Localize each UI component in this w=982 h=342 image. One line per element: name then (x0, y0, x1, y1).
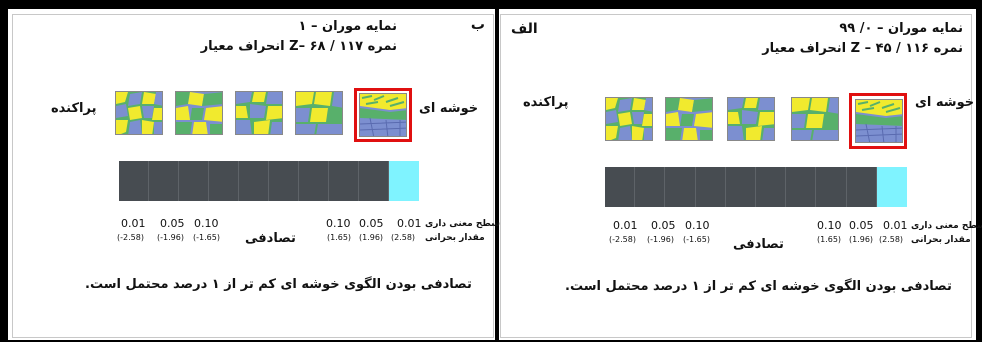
panel-divider (495, 9, 499, 340)
crit-pos-258: (2.58) (391, 233, 416, 242)
bar-segment (605, 167, 636, 207)
bar-segment (695, 167, 726, 207)
sig-neg-001: 0.01 (613, 219, 638, 232)
sig-neg-005: 0.05 (160, 217, 185, 230)
significance-label: سطح معنی داری (425, 219, 500, 229)
bar-segment (786, 167, 817, 207)
bar-segment (209, 161, 239, 201)
panel-letter: ب (470, 17, 485, 33)
bar-segment (816, 167, 847, 207)
panel-b: ب نمایه موران – ۱ نمره Z– ۶۸ / ۱۱۷ انحرا… (12, 14, 500, 338)
pole-dispersed: پراکنده (51, 101, 97, 116)
clustered-highlight (354, 88, 412, 142)
pattern-tile-2 (175, 91, 223, 135)
bar-segment (359, 161, 389, 201)
critical-value-label: مقدار بحرانی (425, 233, 485, 243)
pattern-tile-4 (791, 97, 839, 141)
pole-dispersed: پراکنده (523, 95, 569, 110)
bar-segment (149, 161, 179, 201)
sig-pos-005: 0.05 (849, 219, 874, 232)
significance-bar (605, 167, 907, 207)
bar-segment (329, 161, 359, 201)
crit-neg-258: (-2.58) (117, 233, 144, 242)
pattern-tile-dispersed (605, 97, 653, 141)
bar-segment-active (876, 167, 907, 207)
clustered-highlight (849, 93, 907, 149)
sig-pos-001: 0.01 (883, 219, 908, 232)
panel-letter: الف (511, 21, 538, 37)
sig-pos-001: 0.01 (397, 217, 422, 230)
moran-index: نمایه موران – ۰/ ۹۹ (839, 21, 963, 36)
bar-segment (846, 167, 877, 207)
bar-segment (119, 161, 149, 201)
sig-neg-010: 0.10 (685, 219, 710, 232)
bar-segment (755, 167, 787, 207)
sig-pos-010: 0.10 (817, 219, 842, 232)
random-label: تصادفی (733, 237, 784, 252)
random-label: تصادفی (245, 231, 296, 246)
crit-pos-165: (1.65) (327, 233, 352, 242)
bar-segment (725, 167, 756, 207)
conclusion-text: تصادفی بودن الگوی خوشه ای کم تر از ۱ درص… (85, 277, 472, 292)
bar-segment-active (389, 161, 419, 201)
moran-index: نمایه موران – ۱ (298, 19, 398, 34)
crit-pos-165: (1.65) (817, 235, 842, 244)
crit-pos-196: (1.96) (359, 233, 384, 242)
crit-neg-165: (-1.65) (683, 235, 710, 244)
bar-segment (239, 161, 269, 201)
significance-bar (119, 161, 419, 201)
pole-clustered: خوشه ای (419, 101, 479, 116)
bar-segment (635, 167, 666, 207)
pattern-tile-2 (665, 97, 713, 141)
pattern-tile-dispersed (115, 91, 163, 135)
pattern-tile-clustered (359, 93, 407, 137)
bar-segment (179, 161, 209, 201)
bar-segment (665, 167, 696, 207)
crit-neg-258: (-2.58) (609, 235, 636, 244)
critical-value-label: مقدار بحرانی (911, 235, 971, 245)
pole-clustered: خوشه ای (915, 95, 975, 110)
crit-pos-196: (1.96) (849, 235, 874, 244)
pattern-tile-random (727, 97, 775, 141)
crit-neg-165: (-1.65) (193, 233, 220, 242)
bar-segment (299, 161, 329, 201)
sig-neg-005: 0.05 (651, 219, 676, 232)
pattern-tile-random (235, 91, 283, 135)
sig-neg-001: 0.01 (121, 217, 146, 230)
panel-alef: الف نمایه موران – ۰/ ۹۹ نمره Z – ۴۵ / ۱۱… (500, 14, 982, 338)
conclusion-text: تصادفی بودن الگوی خوشه ای کم تر از ۱ درص… (565, 279, 952, 294)
bar-segment (269, 161, 299, 201)
sig-pos-010: 0.10 (326, 217, 351, 230)
significance-label: سطح معنی داری (911, 221, 982, 231)
crit-pos-258: (2.58) (879, 235, 904, 244)
z-score: نمره Z– ۶۸ / ۱۱۷ انحراف معیار (200, 39, 397, 54)
crit-neg-196: (-1.96) (157, 233, 184, 242)
z-score: نمره Z – ۴۵ / ۱۱۶ انحراف معیار (762, 41, 963, 56)
pattern-tile-4 (295, 91, 343, 135)
sig-neg-010: 0.10 (194, 217, 219, 230)
pattern-tile-clustered (855, 99, 903, 143)
crit-neg-196: (-1.96) (647, 235, 674, 244)
sig-pos-005: 0.05 (359, 217, 384, 230)
